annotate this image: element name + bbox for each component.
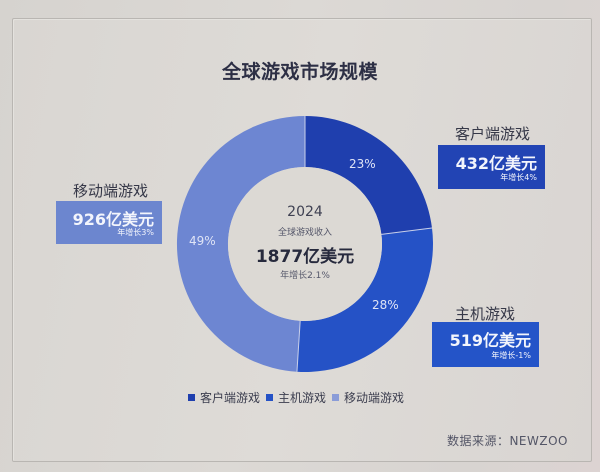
amount-mobile: 926亿美元 bbox=[72, 210, 154, 229]
amount-console: 519亿美元 bbox=[449, 331, 531, 350]
legend-swatch-icon bbox=[266, 393, 274, 401]
pct-label-client: 23% bbox=[349, 157, 376, 171]
chart-title: 全球游戏市场规模 bbox=[221, 61, 378, 83]
legend-label: 主机游戏 bbox=[278, 390, 327, 405]
growth-console: 年增长-1% bbox=[491, 351, 531, 360]
callout-client: 432亿美元 年增长4% bbox=[438, 145, 545, 189]
segment-client-games bbox=[305, 116, 432, 235]
legend-item-client: 客户端游戏 bbox=[188, 389, 260, 406]
segment-divider bbox=[296, 320, 301, 372]
category-name-client: 客户端游戏 bbox=[455, 125, 531, 143]
category-name-mobile: 移动端游戏 bbox=[73, 182, 149, 200]
category-name-console: 主机游戏 bbox=[455, 305, 516, 323]
legend-item-console: 主机游戏 bbox=[266, 389, 326, 406]
data-source: 数据来源：NEWZOO bbox=[446, 434, 568, 448]
legend-label: 客户端游戏 bbox=[200, 390, 261, 405]
center-label: 全球游戏收入 bbox=[277, 228, 332, 238]
pct-label-console: 28% bbox=[372, 298, 399, 312]
legend-label: 移动端游戏 bbox=[344, 390, 405, 405]
segment-mobile-games bbox=[176, 116, 305, 372]
pct-label-mobile: 49% bbox=[189, 234, 216, 248]
legend-item-mobile: 移动端游戏 bbox=[332, 389, 404, 406]
growth-client: 年增长4% bbox=[500, 173, 537, 182]
legend-swatch-icon bbox=[332, 393, 340, 401]
segment-console-games bbox=[296, 228, 433, 373]
growth-mobile: 年增长3% bbox=[117, 228, 154, 237]
amount-client: 432亿美元 bbox=[455, 154, 537, 173]
center-total: 1877亿美元 bbox=[255, 247, 355, 267]
donut-hole bbox=[228, 167, 382, 321]
center-growth: 年增长2.1% bbox=[280, 271, 330, 281]
legend-swatch-icon bbox=[188, 393, 195, 401]
chart-legend: 客户端游戏 主机游戏 移动端游戏 bbox=[188, 389, 410, 405]
center-year: 2024 bbox=[287, 204, 323, 220]
callout-mobile: 926亿美元 年增长3% bbox=[56, 201, 162, 244]
segment-divider bbox=[381, 227, 433, 235]
callout-console: 519亿美元 年增长-1% bbox=[432, 322, 539, 367]
